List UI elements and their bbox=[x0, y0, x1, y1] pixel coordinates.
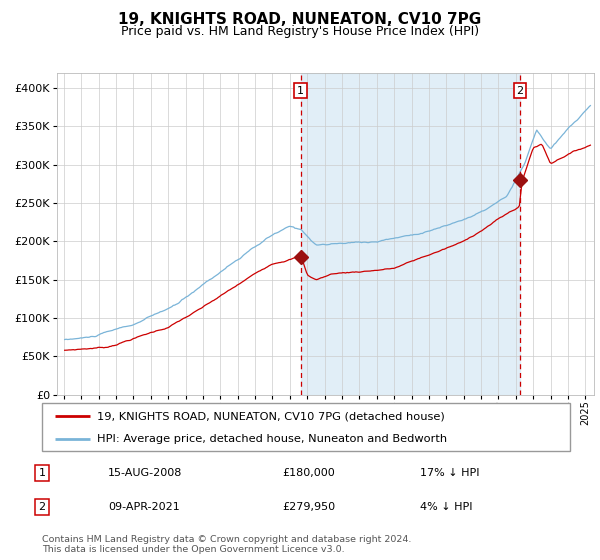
Text: 15-AUG-2008: 15-AUG-2008 bbox=[108, 468, 182, 478]
Text: £180,000: £180,000 bbox=[282, 468, 335, 478]
Text: 17% ↓ HPI: 17% ↓ HPI bbox=[420, 468, 479, 478]
Text: 4% ↓ HPI: 4% ↓ HPI bbox=[420, 502, 473, 512]
Text: 1: 1 bbox=[297, 86, 304, 96]
Text: £279,950: £279,950 bbox=[282, 502, 335, 512]
Text: This data is licensed under the Open Government Licence v3.0.: This data is licensed under the Open Gov… bbox=[42, 545, 344, 554]
Text: 2: 2 bbox=[38, 502, 46, 512]
Text: 2: 2 bbox=[517, 86, 524, 96]
Text: 19, KNIGHTS ROAD, NUNEATON, CV10 7PG: 19, KNIGHTS ROAD, NUNEATON, CV10 7PG bbox=[118, 12, 482, 27]
Text: 19, KNIGHTS ROAD, NUNEATON, CV10 7PG (detached house): 19, KNIGHTS ROAD, NUNEATON, CV10 7PG (de… bbox=[97, 411, 445, 421]
Text: 1: 1 bbox=[38, 468, 46, 478]
Text: 09-APR-2021: 09-APR-2021 bbox=[108, 502, 180, 512]
Text: Contains HM Land Registry data © Crown copyright and database right 2024.: Contains HM Land Registry data © Crown c… bbox=[42, 535, 412, 544]
Text: HPI: Average price, detached house, Nuneaton and Bedworth: HPI: Average price, detached house, Nune… bbox=[97, 434, 448, 444]
Text: Price paid vs. HM Land Registry's House Price Index (HPI): Price paid vs. HM Land Registry's House … bbox=[121, 25, 479, 38]
FancyBboxPatch shape bbox=[42, 403, 570, 451]
Bar bbox=[301, 73, 520, 395]
